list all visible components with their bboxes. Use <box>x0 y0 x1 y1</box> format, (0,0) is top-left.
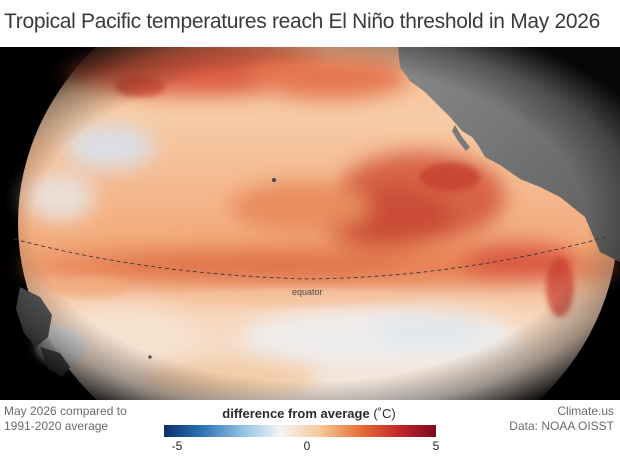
legend-unit: (˚C) <box>373 406 396 421</box>
credit-source: Climate.us <box>557 404 614 418</box>
comparison-line-2: 1991-2020 average <box>4 419 109 433</box>
legend-colorbar <box>164 425 436 437</box>
equator-line <box>13 236 607 280</box>
page-title: Tropical Pacific temperatures reach El N… <box>4 10 601 33</box>
globe-edge-shadow <box>0 47 620 400</box>
comparison-note: May 2026 compared to 1991-2020 average <box>4 404 127 434</box>
legend-title-text: difference from average <box>222 406 370 421</box>
legend-tick-max: 5 <box>432 439 440 453</box>
equator-label: equator <box>292 287 323 297</box>
sst-anomaly-map <box>0 47 620 400</box>
legend-tick-zero: 0 <box>303 439 311 453</box>
comparison-line-1: May 2026 compared to <box>4 404 127 418</box>
legend-title: difference from average (˚C) <box>182 406 436 421</box>
credit-data: Data: NOAA OISST <box>509 419 614 433</box>
legend-tick-min: -5 <box>171 439 183 453</box>
credit-note: Climate.us Data: NOAA OISST <box>509 404 614 434</box>
